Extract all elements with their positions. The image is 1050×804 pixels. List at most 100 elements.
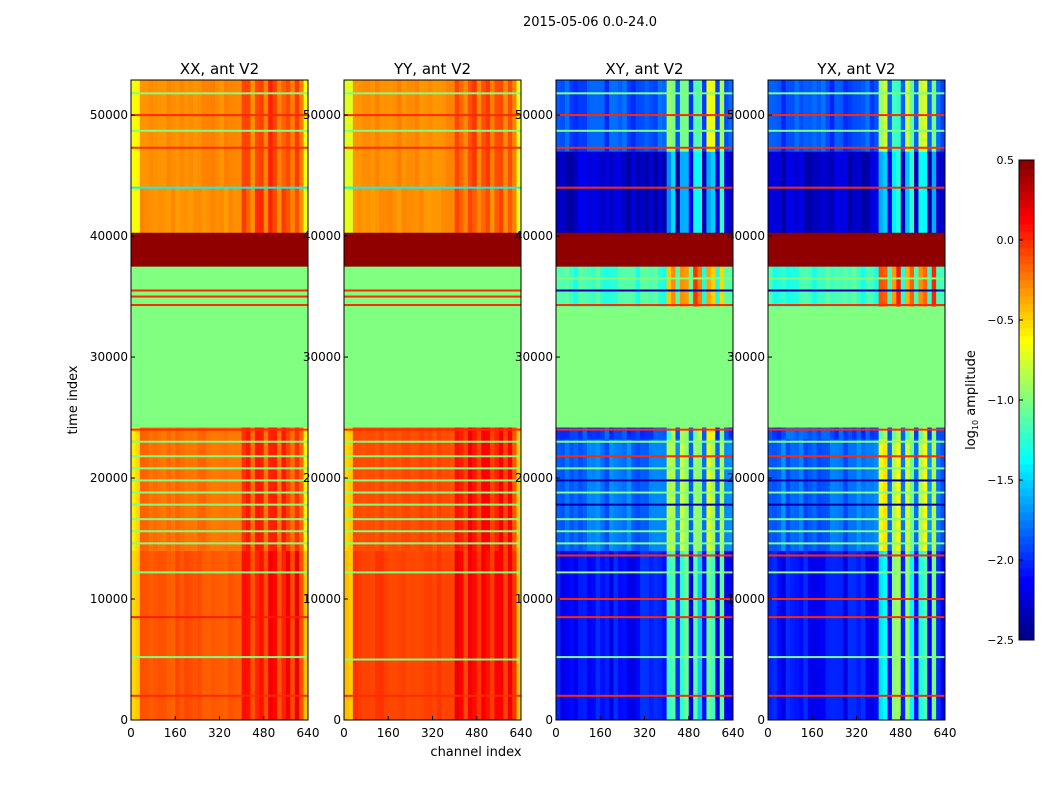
heatmap-cell: [512, 550, 518, 720]
heatmap-cell: [595, 151, 601, 233]
heatmap-cell: [179, 187, 185, 233]
heatmap-cell: [622, 550, 628, 720]
heatmap-cell: [922, 439, 928, 551]
heatmap-cell: [604, 439, 610, 551]
heatmap-line: [344, 542, 521, 545]
heatmap-cell: [357, 187, 363, 233]
heatmap-cell: [609, 266, 615, 307]
heatmap-cell: [423, 266, 429, 307]
colorbar-segment: [1019, 312, 1034, 321]
heatmap-cell: [622, 266, 628, 307]
heatmap-cell: [459, 427, 464, 551]
heatmap-cell: [838, 306, 844, 428]
heatmap-cell: [586, 266, 592, 307]
heatmap-cell: [860, 306, 866, 428]
heatmap-cell: [272, 550, 278, 720]
heatmap-cell: [397, 266, 403, 307]
heatmap-cell: [175, 306, 181, 428]
heatmap-cell: [467, 80, 473, 188]
y-tick-label: 10000: [90, 592, 128, 606]
heatmap-cell: [131, 266, 136, 307]
heatmap-cell: [772, 306, 778, 428]
heatmap-cell: [940, 550, 945, 720]
heatmap-cell: [490, 80, 495, 188]
heatmap-cell: [675, 439, 681, 551]
heatmap-cell: [891, 266, 897, 307]
heatmap-cell: [931, 306, 937, 428]
heatmap-line: [131, 479, 308, 482]
heatmap-cell: [940, 266, 945, 307]
colorbar-segment: [1019, 592, 1034, 601]
heatmap-cell: [507, 427, 513, 551]
heatmap-cell: [803, 550, 809, 720]
heatmap-cell: [131, 187, 136, 233]
heatmap-cell: [790, 427, 796, 440]
heatmap-cell: [450, 80, 456, 188]
heatmap-cell: [139, 80, 145, 188]
heatmap-cell: [281, 80, 287, 188]
heatmap-cell: [472, 306, 478, 428]
heatmap-cell: [569, 151, 575, 233]
heatmap-cell: [829, 266, 835, 307]
colorbar-segment: [1019, 616, 1034, 625]
heatmap-cell: [405, 306, 411, 428]
colorbar-segment: [1019, 280, 1034, 289]
heatmap-line: [131, 503, 308, 506]
heatmap-cell: [688, 266, 694, 307]
heatmap-cell: [891, 427, 897, 440]
heatmap-line: [768, 146, 945, 149]
heatmap-line: [131, 467, 308, 470]
heatmap-cell: [516, 306, 521, 428]
heatmap-cell: [210, 550, 216, 720]
heatmap-cell: [578, 306, 584, 428]
heatmap-cell: [299, 550, 305, 720]
heatmap-cell: [428, 187, 433, 233]
heatmap-line: [768, 114, 945, 117]
heatmap-cell: [684, 232, 690, 267]
heatmap-cell: [490, 187, 495, 233]
heatmap-cell: [812, 266, 818, 307]
heatmap-cell: [490, 266, 495, 307]
heatmap-cell: [679, 550, 685, 720]
heatmap-cell: [188, 306, 194, 428]
heatmap-cell: [657, 232, 663, 267]
heatmap-cell: [512, 232, 518, 267]
heatmap-cell: [798, 427, 804, 440]
heatmap-cell: [210, 80, 216, 188]
heatmap-cell: [414, 550, 420, 720]
heatmap-cell: [697, 306, 703, 428]
x-tick-label: 640: [722, 726, 745, 740]
colorbar-segment: [1019, 504, 1034, 513]
heatmap-cell: [869, 151, 875, 233]
heatmap-cell: [790, 151, 796, 233]
heatmap-cell: [657, 306, 663, 428]
heatmap-cell: [463, 266, 469, 307]
heatmap-cell: [201, 427, 207, 551]
heatmap-cell: [179, 550, 185, 720]
heatmap-cell: [675, 232, 681, 267]
heatmap-cell: [838, 427, 844, 440]
heatmap-cell: [268, 550, 274, 720]
heatmap-cell: [259, 550, 265, 720]
heatmap-cell: [719, 232, 725, 267]
heatmap-line: [344, 455, 521, 458]
heatmap-cell: [388, 550, 394, 720]
heatmap-cell: [516, 187, 521, 233]
heatmap-cell: [445, 187, 451, 233]
heatmap-cell: [490, 427, 495, 551]
heatmap-cell: [361, 427, 367, 551]
heatmap-cell: [285, 187, 291, 233]
heatmap-cell: [896, 151, 902, 233]
heatmap-cell: [131, 550, 136, 720]
heatmap-cell: [161, 266, 167, 307]
colorbar-segment: [1019, 408, 1034, 417]
heatmap-cell: [909, 151, 915, 233]
heatmap-cell: [653, 439, 659, 551]
heatmap-line: [556, 455, 733, 458]
heatmap-cell: [157, 187, 163, 233]
heatmap-line: [131, 571, 308, 574]
heatmap-cell: [481, 427, 487, 551]
y-tick-label: 50000: [303, 108, 341, 122]
heatmap-cell: [834, 306, 840, 428]
heatmap-cell: [573, 427, 579, 440]
